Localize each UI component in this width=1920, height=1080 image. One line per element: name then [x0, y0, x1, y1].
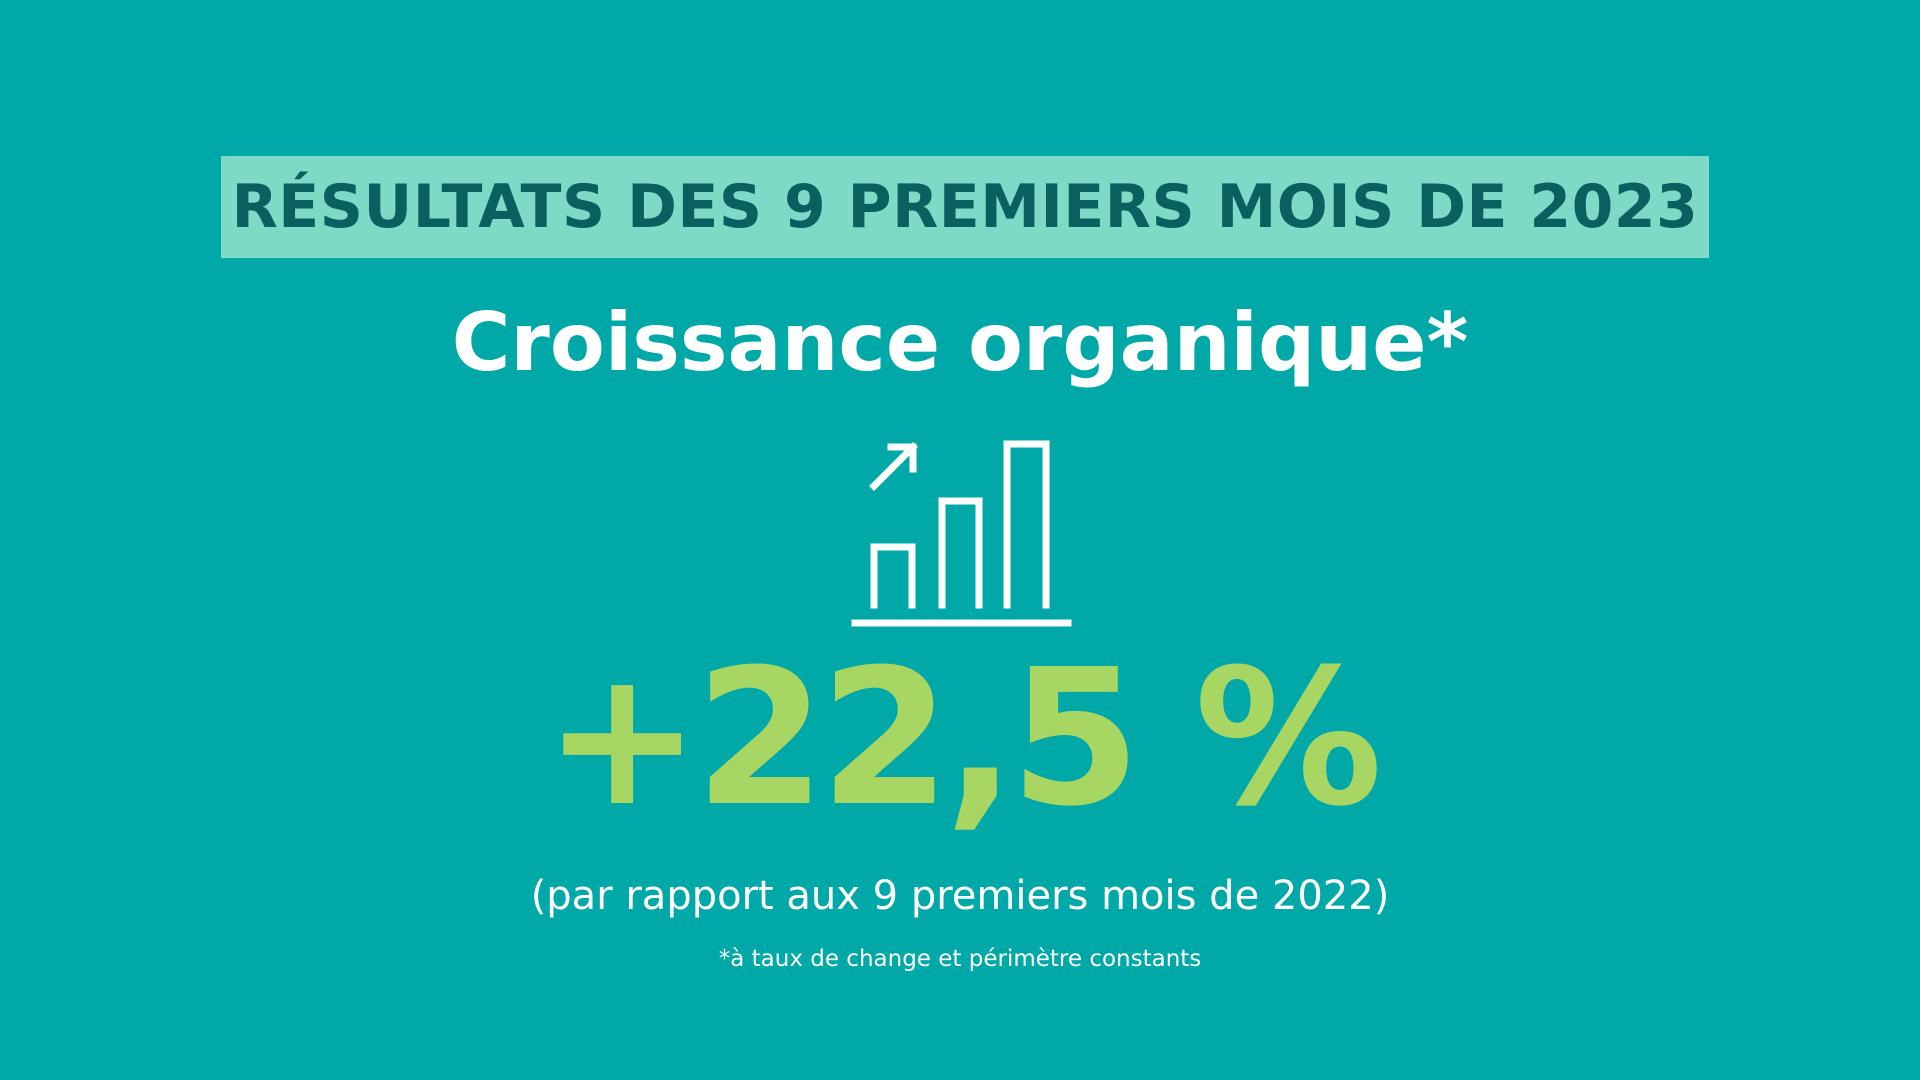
banner-title: RÉSULTATS DES 9 PREMIERS MOIS DE 2023 [231, 172, 1699, 242]
bar-chart-growth-icon [850, 435, 1075, 630]
section-subtitle: Croissance organique* [451, 296, 1469, 389]
footnote: *à taux de change et périmètre constants [718, 946, 1202, 972]
kpi-value: +22,5 % [543, 629, 1382, 848]
title-banner: RÉSULTATS DES 9 PREMIERS MOIS DE 2023 [221, 156, 1709, 258]
kpi-comparison: (par rapport aux 9 premiers mois de 2022… [530, 873, 1390, 919]
